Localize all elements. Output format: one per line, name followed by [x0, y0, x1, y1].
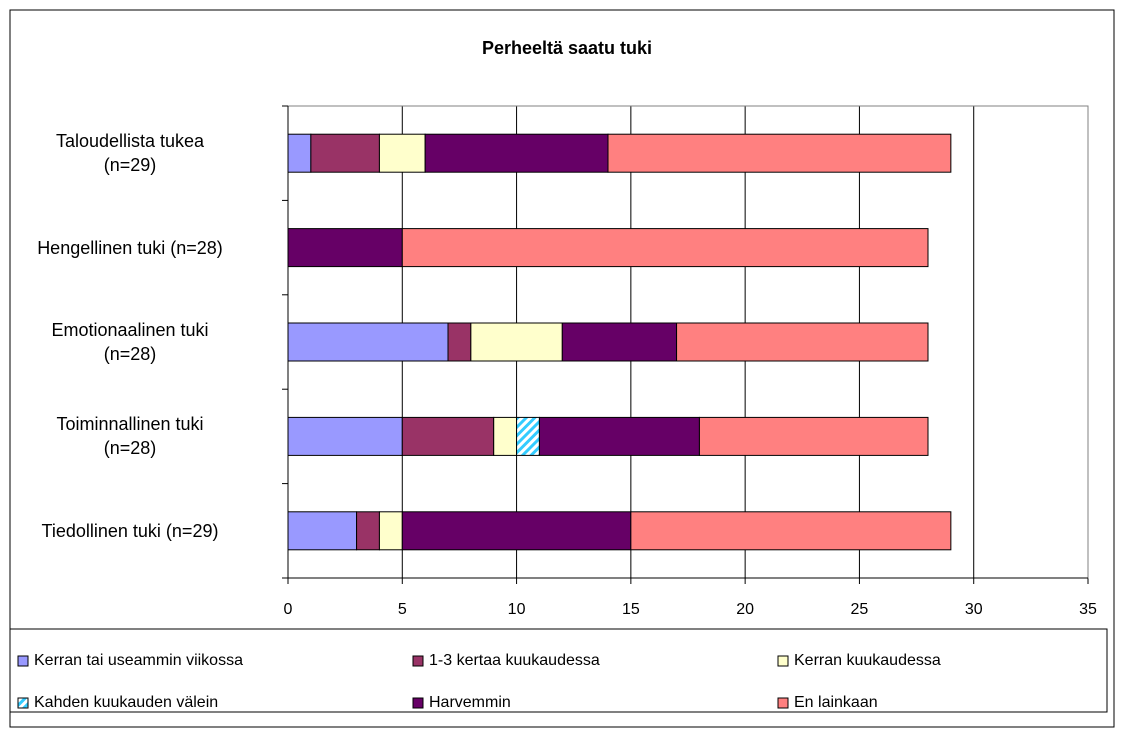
y-tick-label: Emotionaalinen tuki (n=28): [51, 320, 209, 364]
bar-segment: [287, 228, 403, 268]
bar-segment: [607, 133, 952, 173]
y-tick-label: Taloudellista tukea (n=29): [55, 131, 205, 176]
legend-frame: [9, 628, 1108, 713]
x-tick-label: 20: [736, 601, 754, 618]
legend-label: 1-3 kertaa kuukaudessa: [429, 652, 600, 669]
bar-segment: [538, 416, 700, 456]
bar-segment: [287, 322, 449, 362]
bar-segment: [698, 416, 929, 456]
bar-segment: [447, 322, 472, 362]
legend-label: En lainkaan: [794, 694, 878, 711]
legend-label: Kerran tai useammin viikossa: [34, 652, 243, 669]
bar-segment: [561, 322, 678, 362]
x-tick-label: 10: [508, 601, 526, 618]
y-tick-label: Tiedollinen tuki (n=29): [41, 520, 219, 541]
bar-segment: [516, 416, 540, 456]
bar-segment: [378, 511, 403, 551]
legend-swatch: [777, 655, 789, 667]
bar-segment: [676, 322, 929, 362]
bar-segment: [287, 133, 312, 173]
x-tick-label: 35: [1079, 601, 1097, 618]
bar-segment: [287, 511, 358, 551]
legend-swatch: [412, 697, 424, 709]
x-tick-label: 0: [284, 601, 293, 618]
legend-swatch: [777, 697, 789, 709]
x-tick-label: 5: [398, 601, 407, 618]
bar-segment: [424, 133, 609, 173]
x-tick-label: 25: [851, 601, 869, 618]
bar-segment: [356, 511, 380, 551]
bar-segment: [401, 416, 495, 456]
bar-segment: [401, 511, 632, 551]
legend-label: Harvemmin: [429, 694, 511, 711]
legend-swatch: [412, 655, 424, 667]
x-tick-label: 15: [622, 601, 640, 618]
x-tick-label: 30: [965, 601, 983, 618]
bar-segment: [310, 133, 380, 173]
legend-swatch: [17, 655, 29, 667]
y-tick-label: Toiminnallinen tuki (n=28): [56, 414, 204, 459]
bar-segment: [470, 322, 563, 362]
bar-segment: [287, 416, 403, 456]
legend-swatch: [17, 697, 29, 709]
bar-segment: [630, 511, 952, 551]
y-tick-label: Hengellinen tuki (n=28): [37, 237, 223, 258]
chart-title: Perheeltä saatu tuki: [482, 38, 652, 58]
legend-label: Kahden kuukauden välein: [34, 694, 218, 711]
bar-segment: [378, 133, 426, 173]
bar-segment: [493, 416, 518, 456]
legend-label: Kerran kuukaudessa: [794, 652, 941, 669]
bar-segment: [401, 228, 929, 268]
